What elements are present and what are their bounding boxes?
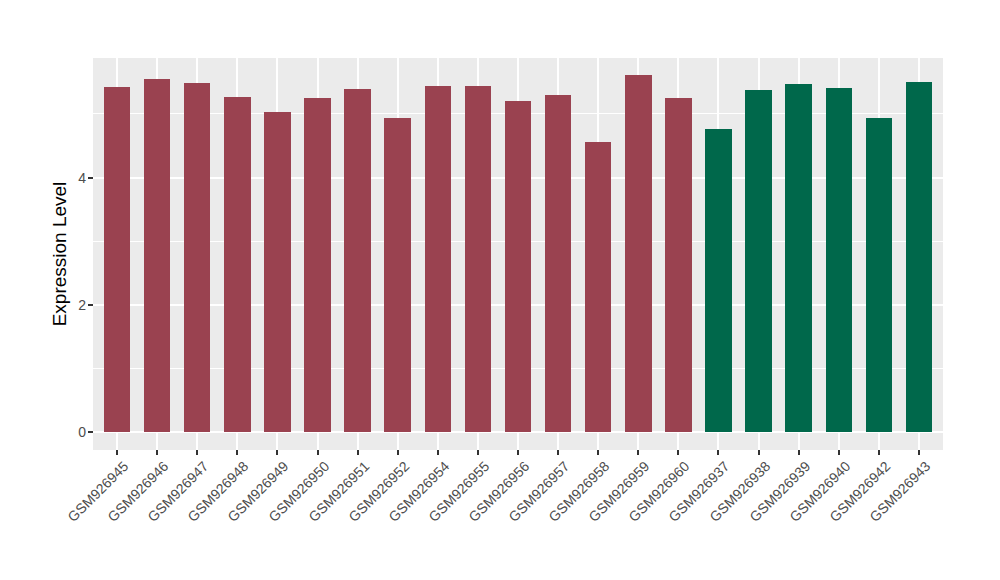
- bar-GSM926937: [705, 129, 731, 432]
- bar-GSM926954: [425, 86, 451, 432]
- x-tick-mark-GSM926943: [918, 450, 920, 455]
- x-tick-mark-GSM926950: [317, 450, 319, 455]
- bar-GSM926951: [344, 89, 370, 433]
- bar-GSM926940: [826, 88, 852, 432]
- x-tick-mark-GSM926957: [557, 450, 559, 455]
- bar-GSM926950: [304, 98, 330, 433]
- x-tick-mark-GSM926946: [156, 450, 158, 455]
- y-tick-mark-0: [88, 431, 93, 433]
- x-tick-mark-GSM926956: [517, 450, 519, 455]
- x-tick-mark-GSM926955: [477, 450, 479, 455]
- y-axis-title: Expression Level: [49, 58, 71, 450]
- x-tick-mark-GSM926939: [798, 450, 800, 455]
- y-tick-mark-4: [88, 177, 93, 179]
- bar-GSM926938: [745, 90, 771, 433]
- bar-GSM926960: [665, 98, 691, 432]
- bar-chart-figure: Expression Level 024GSM926945GSM926946GS…: [0, 0, 1000, 580]
- x-tick-mark-GSM926937: [717, 450, 719, 455]
- x-tick-mark-GSM926954: [437, 450, 439, 455]
- bar-GSM926946: [144, 79, 170, 432]
- bar-GSM926947: [184, 83, 210, 432]
- x-tick-mark-GSM926949: [276, 450, 278, 455]
- bar-GSM926958: [585, 142, 611, 432]
- bar-GSM926943: [906, 82, 932, 433]
- x-tick-mark-GSM926952: [397, 450, 399, 455]
- bar-GSM926939: [785, 84, 811, 432]
- bar-GSM926942: [866, 118, 892, 432]
- x-tick-mark-GSM926959: [637, 450, 639, 455]
- x-tick-mark-GSM926942: [878, 450, 880, 455]
- plot-panel: [93, 58, 943, 450]
- bar-GSM926956: [505, 101, 531, 432]
- bar-GSM926952: [384, 118, 410, 433]
- y-tick-label-0: 0: [0, 424, 86, 440]
- y-tick-label-2: 2: [0, 297, 86, 313]
- x-tick-mark-GSM926948: [236, 450, 238, 455]
- bar-GSM926949: [264, 112, 290, 433]
- x-tick-mark-GSM926938: [758, 450, 760, 455]
- x-tick-mark-GSM926958: [597, 450, 599, 455]
- x-tick-mark-GSM926951: [357, 450, 359, 455]
- x-tick-mark-GSM926945: [116, 450, 118, 455]
- y-tick-mark-2: [88, 304, 93, 306]
- bar-GSM926959: [625, 75, 651, 433]
- x-tick-mark-GSM926947: [196, 450, 198, 455]
- bar-GSM926945: [104, 87, 130, 432]
- bar-GSM926948: [224, 97, 250, 433]
- x-tick-mark-GSM926940: [838, 450, 840, 455]
- x-tick-mark-GSM926960: [677, 450, 679, 455]
- bar-GSM926957: [545, 95, 571, 432]
- bar-GSM926955: [465, 86, 491, 433]
- y-tick-label-4: 4: [0, 170, 86, 186]
